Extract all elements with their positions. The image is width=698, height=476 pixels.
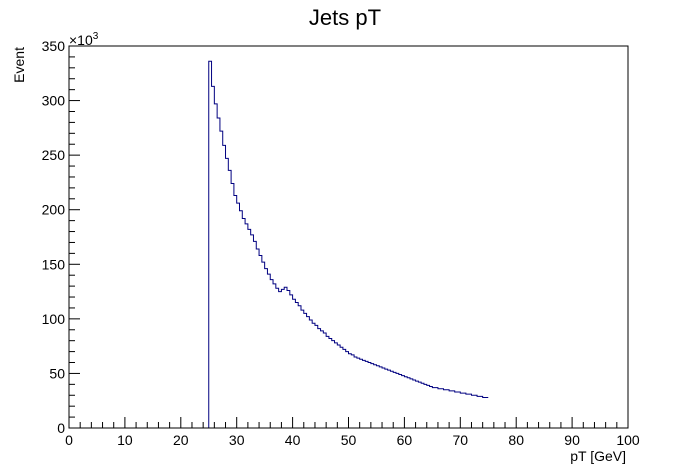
axis-ticks xyxy=(68,45,629,429)
x-tick-label: 10 xyxy=(117,432,133,448)
x-tick-label: 50 xyxy=(341,432,357,448)
x-tick-label: 90 xyxy=(564,432,580,448)
x-tick-label: 20 xyxy=(173,432,189,448)
y-axis-multiplier-exponent: 3 xyxy=(93,31,99,42)
x-tick-label: 60 xyxy=(397,432,413,448)
y-tick-label: 250 xyxy=(42,147,66,163)
y-tick-label: 200 xyxy=(42,202,66,218)
y-axis-label: Event xyxy=(11,47,27,83)
chart-title: Jets pT xyxy=(309,5,381,30)
x-tick-label: 40 xyxy=(285,432,301,448)
plot-frame xyxy=(68,45,629,429)
y-tick-label: 350 xyxy=(42,38,66,54)
y-axis-multiplier: ×103 xyxy=(69,31,99,48)
x-axis-label: pT [GeV] xyxy=(570,448,626,464)
x-tick-label: 100 xyxy=(616,432,640,448)
y-tick-label: 150 xyxy=(42,256,66,272)
x-tick-label: 80 xyxy=(508,432,524,448)
y-tick-label: 50 xyxy=(49,365,65,381)
y-tick-label: 100 xyxy=(42,311,66,327)
tick-labels: 0 10 20 30 40 50 60 70 80 90 100 0 50 100 150 200 250 300… xyxy=(42,38,640,448)
y-tick-label: 300 xyxy=(42,93,66,109)
y-tick-label: 0 xyxy=(57,420,65,436)
x-tick-label: 30 xyxy=(229,432,245,448)
histogram-series-line xyxy=(208,60,489,428)
x-tick-label: 70 xyxy=(453,432,469,448)
x-tick-label: 0 xyxy=(65,432,73,448)
